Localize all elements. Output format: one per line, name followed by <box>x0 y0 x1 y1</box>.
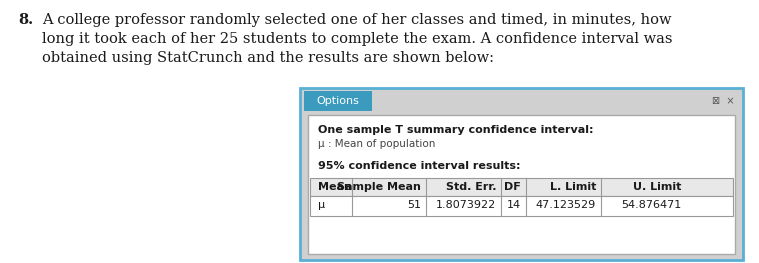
Text: 14: 14 <box>507 200 521 210</box>
Text: 1.8073922: 1.8073922 <box>436 200 496 210</box>
Text: DF: DF <box>504 182 521 192</box>
Text: One sample T summary confidence interval:: One sample T summary confidence interval… <box>318 125 594 135</box>
Text: μ: μ <box>318 200 325 210</box>
Text: A college professor randomly selected one of her classes and timed, in minutes, : A college professor randomly selected on… <box>42 13 672 27</box>
Bar <box>310 196 733 216</box>
Bar <box>304 91 372 111</box>
Text: U. Limit: U. Limit <box>632 182 681 192</box>
Text: obtained using StatCrunch and the results are shown below:: obtained using StatCrunch and the result… <box>42 51 494 65</box>
Text: 54.876471: 54.876471 <box>621 200 681 210</box>
Text: Options: Options <box>317 96 360 106</box>
Text: 8.: 8. <box>18 13 33 27</box>
Text: Std. Err.: Std. Err. <box>446 182 496 192</box>
Bar <box>308 115 735 254</box>
Bar <box>310 178 733 196</box>
Text: L. Limit: L. Limit <box>550 182 596 192</box>
Text: μ : Mean of population: μ : Mean of population <box>318 139 436 149</box>
Text: 95% confidence interval results:: 95% confidence interval results: <box>318 161 521 171</box>
Bar <box>300 88 743 260</box>
Text: ⊠  ×: ⊠ × <box>713 96 735 106</box>
Text: 47.123529: 47.123529 <box>536 200 596 210</box>
Text: 51: 51 <box>407 200 421 210</box>
Text: Sample Mean: Sample Mean <box>337 182 421 192</box>
Text: Mean: Mean <box>318 182 352 192</box>
Text: long it took each of her 25 students to complete the exam. A confidence interval: long it took each of her 25 students to … <box>42 32 672 46</box>
